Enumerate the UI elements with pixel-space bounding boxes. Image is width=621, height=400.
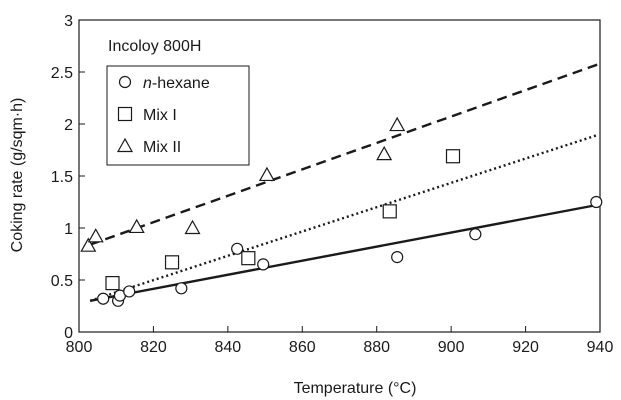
x-tick-label: 880 [363,339,390,356]
data-point-circle [97,292,110,305]
legend-markers [116,75,134,153]
legend-label-n-hexane-rest: -hexane [152,75,210,92]
data-point-triangle [87,228,104,243]
data-point-triangle [376,145,393,161]
plot-annotation: Incoloy 800H [108,38,201,55]
data-point-circle [175,282,188,295]
data-point-square [164,255,180,270]
legend-label-mix-i: Mix I [143,107,177,124]
y-tick-label: 3 [64,13,73,30]
x-axis-label: Temperature (°C) [294,380,417,397]
legend-label-mix-ii: Mix II [143,139,181,156]
data-point-circle [123,285,136,298]
x-tick-label: 940 [587,339,614,356]
data-point-square [105,276,120,291]
legend-marker-circle [118,75,132,89]
x-tick-label: 920 [512,339,539,356]
data-point-circle [391,251,404,264]
y-tick-label: 1.5 [51,169,73,186]
y-tick-label: 0.5 [51,273,73,290]
y-tick-label: 1 [64,221,73,238]
data-point-triangle [258,166,275,182]
data-point-square [382,204,397,219]
data-point-circle [469,228,482,241]
fit-line-dotted [89,134,597,302]
data-point-square [241,251,256,266]
legend-label-n-hexane: n-hexane [143,75,210,92]
x-tick-label: 820 [140,339,167,356]
data-points [80,116,603,307]
data-point-triangle [128,218,145,234]
x-tick-label: 900 [438,339,465,356]
x-tick-label: 840 [215,339,242,356]
data-point-triangle [80,237,97,252]
y-tick-label: 2 [64,117,73,134]
y-tick-label: 2.5 [51,65,73,82]
data-point-square [445,149,461,164]
fit-line-solid [89,203,597,302]
x-tick-label: 860 [289,339,316,356]
y-axis-label: Coking rate (g/sqm·h) [9,98,26,253]
legend-label-n-hexane-italic: n [143,75,152,92]
data-point-triangle [184,219,201,235]
data-point-triangle [389,116,406,132]
y-tick-label: 0 [64,325,73,342]
axis-ticks: 800 820 840 860 880 900 920 940 0 0.5 1 1.5 2 2.5 3 [51,13,614,356]
data-point-circle [257,258,270,271]
legend-marker-square [117,106,133,122]
data-point-circle [231,242,244,255]
data-point-circle [590,195,603,209]
legend-marker-triangle [116,137,134,153]
fit-line-dashed [89,62,601,246]
x-tick-label: 800 [66,339,93,356]
legend: n-hexane Mix I Mix II [106,65,250,166]
fit-lines [89,62,601,302]
